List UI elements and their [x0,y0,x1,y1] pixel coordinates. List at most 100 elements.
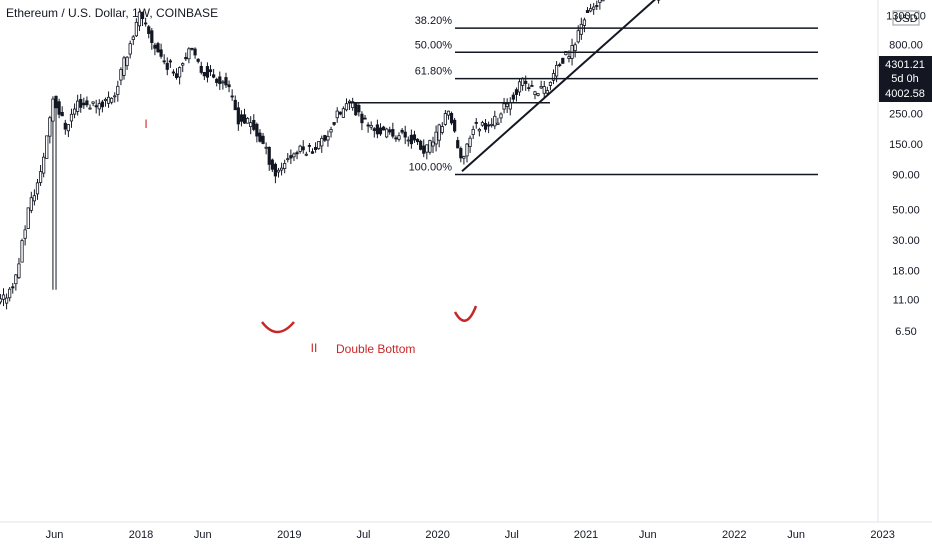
candle-body [332,122,336,125]
candle-body [449,113,454,124]
candle-body [4,297,9,304]
candle-body [276,169,281,173]
candle-body [310,151,315,154]
candle-body [38,171,43,183]
candle-body [539,86,543,89]
candle-body [122,57,126,76]
candle-body [106,96,111,104]
candle-body [125,56,129,67]
candle-body [153,44,157,49]
candle-body [69,113,74,122]
candle-body [601,0,605,2]
candle-body [378,127,383,135]
candle-body [517,81,522,93]
candle-body [493,115,497,127]
candle-body [205,66,210,78]
candle-body [57,101,61,115]
candle-body [555,64,559,77]
candle-body [20,240,24,263]
candle-body [91,101,95,104]
candle-body [174,73,179,79]
candle-body [483,122,488,130]
y-tick-label: 90.00 [892,169,920,181]
candle-body [165,62,169,70]
candle-body [329,129,333,133]
candle-body [60,111,64,117]
candle-body [85,100,89,106]
candle-body [415,138,420,143]
candle-body [536,93,540,96]
candle-body [338,111,342,115]
candle-body [366,124,370,127]
candle-body [79,98,83,108]
candle-body [369,124,373,128]
candle-body [434,131,438,145]
candle-body [1,294,6,300]
candle-body [144,22,148,25]
candle-body [542,86,546,94]
candle-body [264,146,268,149]
candle-body [147,26,151,34]
candle-body [273,163,278,177]
double-bottom-arc-1 [261,321,295,334]
candle-body [437,124,441,141]
candle-body [178,67,182,78]
candle-body [388,129,392,133]
candle-body [202,72,206,77]
candle-body [397,135,401,140]
candle-body [579,23,583,35]
candle-body [585,10,590,13]
y-tick-label: 11.00 [893,295,920,307]
candle-body [403,131,407,138]
candle-body [323,135,327,141]
candle-body [239,114,244,122]
candle-body [261,135,265,144]
candle-body [267,146,271,165]
candle-body [511,94,515,100]
fib-level-label: 61.80% [415,66,453,78]
candle-body [533,91,537,95]
candle-body [187,48,191,60]
candle-body [156,43,160,53]
candle-body [110,97,114,103]
candle-body [82,102,86,106]
candle-body [8,288,12,299]
candle-body [502,103,506,110]
double-bottom-arc-2 [453,305,478,322]
x-tick-label: 2021 [574,529,598,541]
candle-body [168,60,172,63]
candle-body [471,129,475,135]
candle-body [335,110,339,119]
x-tick-label: Jun [46,529,64,541]
candle-body [317,141,321,150]
countdown-label: 5d 0h [891,73,919,85]
y-tick-label: 250.00 [889,109,923,121]
candle-body [406,139,410,142]
candle-body [66,124,70,132]
candle-body [100,101,104,108]
candle-body [162,60,166,63]
candle-body [97,103,101,110]
candle-body [113,95,117,98]
candle-body [230,95,234,98]
candle-body [372,128,376,131]
y-tick-label: 50.00 [892,205,920,217]
candle-body [391,129,395,137]
candle-body [279,167,284,171]
candle-body [558,64,562,66]
candle-body [199,65,203,73]
candle-body [94,105,98,108]
candle-body [527,87,531,89]
candle-body [242,114,247,124]
candle-body [551,73,556,81]
candle-body [576,30,580,43]
candle-body [88,107,92,110]
candle-body [116,85,120,95]
annotation-label: Double Bottom [336,342,415,356]
candle-body [357,104,361,113]
candle-body [14,274,18,285]
fib-level-label: 100.00% [409,161,453,173]
candle-body [431,141,435,147]
